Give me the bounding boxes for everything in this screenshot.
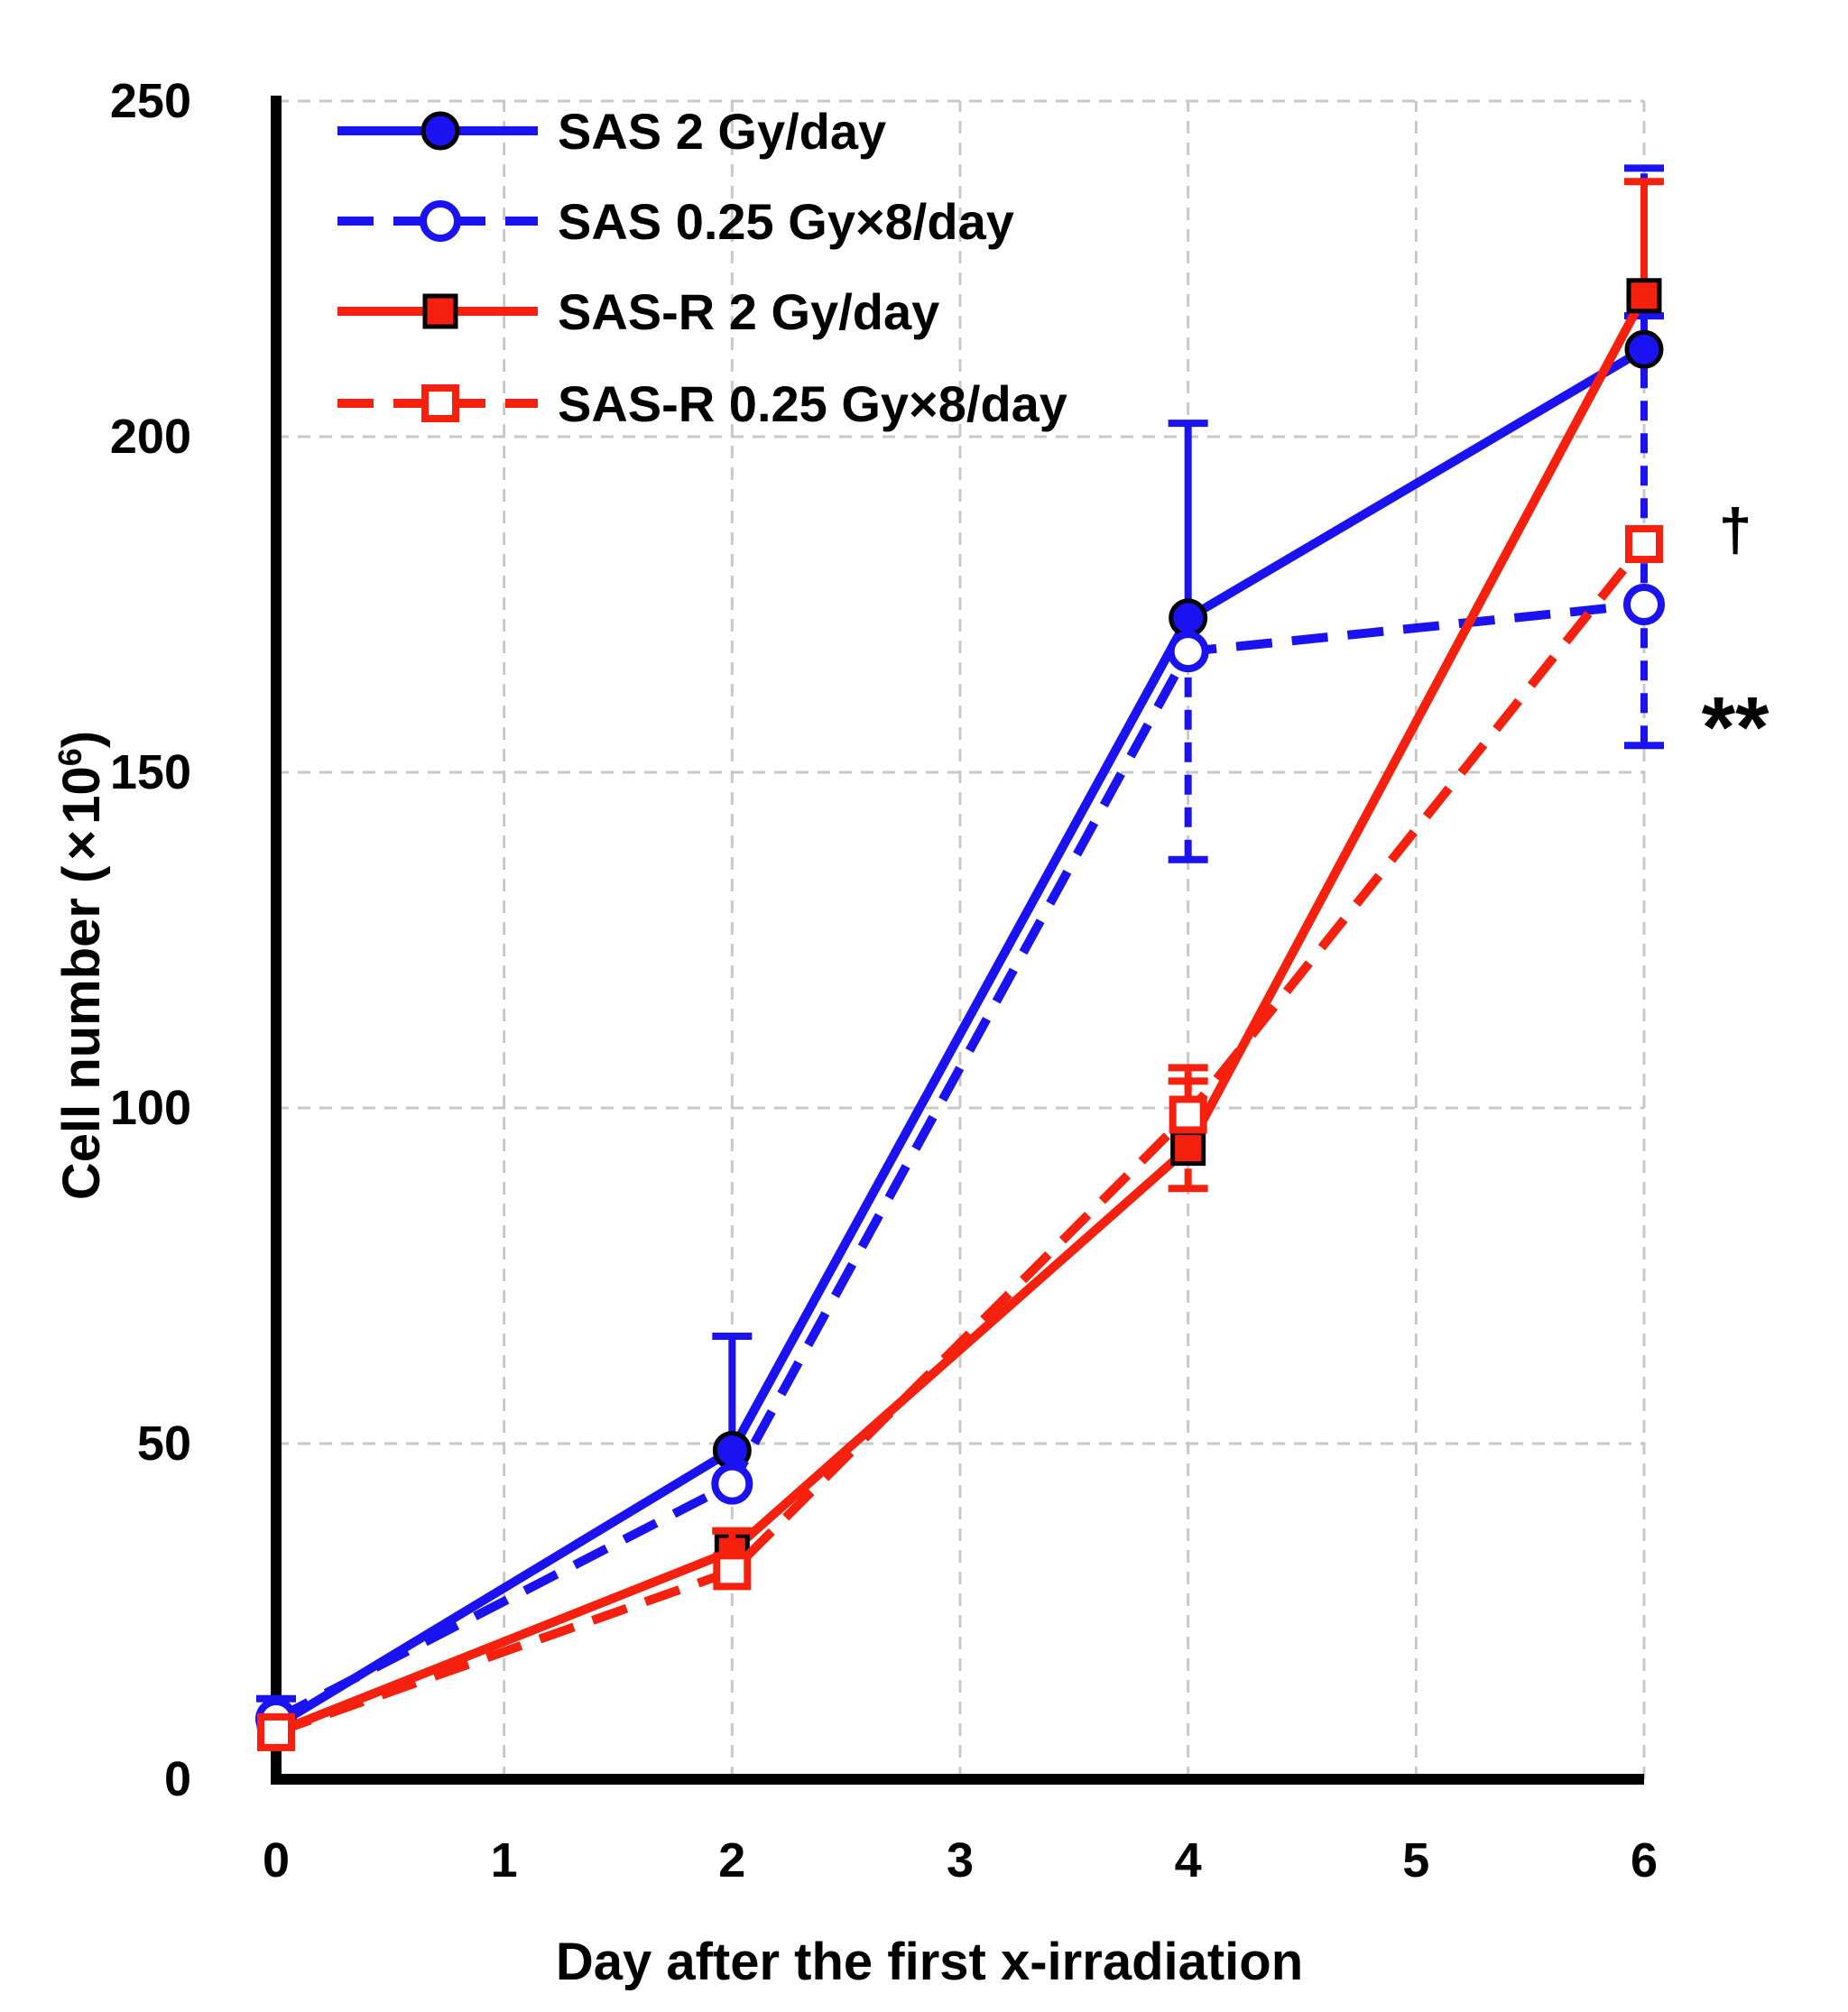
data-point xyxy=(1626,278,1662,314)
legend-entry-0: SAS 2 Gy/day xyxy=(337,103,886,160)
y-axis-title-base: 10 xyxy=(52,766,111,825)
data-point xyxy=(1167,631,1209,673)
legend-entry-2: SAS-R 2 Gy/day xyxy=(337,283,939,340)
series-line xyxy=(274,293,1649,1737)
data-point xyxy=(1169,1095,1207,1134)
data-point xyxy=(1623,584,1665,625)
y-axis-title-exponent: 6 xyxy=(51,748,88,766)
legend-label: SAS 2 Gy/day xyxy=(558,103,886,160)
x-tick-label: 6 xyxy=(1631,1833,1658,1887)
y-axis-title-main: Cell number ( xyxy=(52,865,111,1200)
legend-marker xyxy=(421,384,459,422)
tick-labels: 0 1 2 3 4 5 6 0 50 100 150 200 250 xyxy=(110,74,1658,1887)
y-axis-title: Cell number ( × 106) xyxy=(51,731,112,1200)
annotation-0: † xyxy=(1719,496,1752,563)
series-layer xyxy=(255,164,1665,1751)
data-point xyxy=(1169,598,1208,638)
legend-label: SAS-R 0.25 Gy×8/day xyxy=(558,375,1067,432)
axes xyxy=(271,96,1644,1785)
data-point xyxy=(257,1712,295,1751)
x-tick-label: 0 xyxy=(263,1833,290,1887)
x-axis-title: Day after the first x-irradiation xyxy=(556,1933,1303,1991)
grid-lines xyxy=(276,99,1646,1779)
legend-entry-1: SAS 0.25 Gy×8/day xyxy=(337,193,1014,250)
legend: SAS 2 Gy/day SAS 0.25 Gy×8/day SAS-R 2 Gy/… xyxy=(337,103,1067,432)
y-tick-label: 100 xyxy=(110,1081,191,1135)
series-3 xyxy=(257,525,1663,1751)
y-axis-title-times: × xyxy=(52,830,111,861)
y-tick-label: 50 xyxy=(137,1417,191,1471)
series-line xyxy=(274,540,1648,1737)
series-line xyxy=(273,345,1647,1730)
y-tick-label: 250 xyxy=(110,74,191,128)
legend-marker xyxy=(420,200,461,242)
y-axis-title-close: ) xyxy=(52,731,111,748)
x-tick-label: 1 xyxy=(491,1833,518,1887)
x-tick-label: 3 xyxy=(947,1833,974,1887)
legend-marker xyxy=(422,293,458,329)
data-point xyxy=(1625,525,1663,564)
annotation-1: ** xyxy=(1702,679,1769,776)
legend-marker xyxy=(420,111,460,151)
series-1 xyxy=(255,164,1665,1740)
x-tick-label: 2 xyxy=(718,1833,745,1887)
series-line xyxy=(273,600,1645,1723)
legend-label: SAS 0.25 Gy×8/day xyxy=(558,193,1014,250)
annotations: † ** xyxy=(1702,496,1769,776)
legend-label: SAS-R 2 Gy/day xyxy=(558,283,939,340)
legend-entry-3: SAS-R 0.25 Gy×8/day xyxy=(337,375,1067,432)
data-point xyxy=(713,1552,752,1591)
data-point xyxy=(711,1463,753,1505)
y-tick-label: 200 xyxy=(110,410,191,464)
x-tick-label: 4 xyxy=(1175,1833,1202,1887)
y-tick-label: 0 xyxy=(164,1752,191,1806)
x-tick-label: 5 xyxy=(1402,1833,1429,1887)
y-tick-label: 150 xyxy=(110,745,191,799)
